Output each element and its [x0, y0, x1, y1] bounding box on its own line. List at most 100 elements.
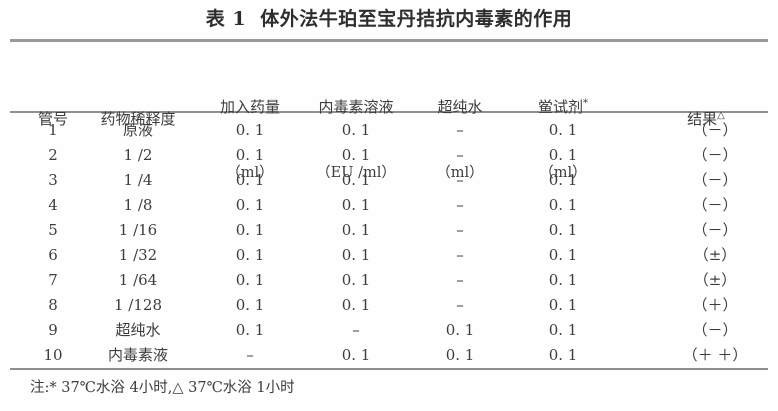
cell-result: （－）	[692, 196, 738, 214]
cell-dose: 0. 1	[235, 196, 265, 214]
cell-water: –	[456, 121, 464, 139]
cell-endotoxin: 0. 1	[341, 221, 371, 239]
cell-dose: 0. 1	[235, 246, 265, 264]
cell-result: （＋）	[692, 296, 738, 314]
table-footnote: 注:* 37℃水浴 4小时,△ 37℃水浴 1小时	[30, 380, 295, 396]
cell-dose: 0. 1	[235, 146, 265, 164]
cell-dilution: 1 /4	[123, 171, 153, 189]
column-header-tube-number-line1: 管号	[37, 110, 68, 128]
table-rule-bottom	[10, 368, 768, 370]
cell-lal: 0. 1	[548, 146, 578, 164]
table-body: 1 原液 0. 1 0. 1 – 0. 1 （－） 2 1 /2 0. 1 0. 1 – 0. 1 （－）…	[0, 118, 778, 368]
cell-endotoxin: 0. 1	[341, 271, 371, 289]
table-row: 10 内毒素液 – 0. 1 0. 1 0. 1 （＋ ＋）	[0, 343, 778, 368]
column-header-ultrapure-water: 超纯水 （ml）	[406, 52, 514, 228]
cell-dilution: 1 /64	[118, 271, 158, 289]
cell-water: –	[456, 146, 464, 164]
cell-result: （－）	[692, 121, 738, 139]
cell-endotoxin: 0. 1	[341, 296, 371, 314]
cell-dilution: 1 /128	[114, 296, 162, 314]
column-header-result-line1: 结果△	[652, 108, 760, 130]
table-title: 表 1 体外法牛珀至宝丹拮抗内毒素的作用	[205, 8, 573, 30]
table-row: 4 1 /8 0. 1 0. 1 – 0. 1 （－）	[0, 193, 778, 218]
cell-dose: 0. 1	[235, 271, 265, 289]
cell-dose: 0. 1	[235, 121, 265, 139]
table-row: 7 1 /64 0. 1 0. 1 – 0. 1 （±）	[0, 268, 778, 293]
cell-dose: 0. 1	[235, 221, 265, 239]
column-header-result: 结果△	[652, 64, 760, 174]
table-row: 2 1 /2 0. 1 0. 1 – 0. 1 （－）	[0, 143, 778, 168]
cell-tube: 6	[48, 246, 58, 264]
cell-result: （－）	[692, 146, 738, 164]
cell-dose: 0. 1	[235, 171, 265, 189]
cell-dose: 0. 1	[235, 321, 265, 339]
table-row: 3 1 /4 0. 1 0. 1 – 0. 1 （－）	[0, 168, 778, 193]
cell-result: （±）	[693, 246, 737, 264]
cell-dilution: 内毒素液	[107, 346, 168, 364]
cell-dilution: 1 /16	[118, 221, 158, 239]
column-header-result-text: 结果	[687, 110, 718, 128]
cell-tube: 7	[48, 271, 58, 289]
table-row: 5 1 /16 0. 1 0. 1 – 0. 1 （－）	[0, 218, 778, 243]
cell-endotoxin: 0. 1	[341, 171, 371, 189]
cell-endotoxin: –	[352, 321, 360, 339]
cell-tube: 8	[48, 296, 58, 314]
cell-endotoxin: 0. 1	[341, 146, 371, 164]
cell-dilution: 1 /2	[123, 146, 153, 164]
column-header-dose: 加入药量 （ml）	[196, 52, 304, 228]
cell-tube: 10	[43, 346, 63, 364]
cell-water: 0. 1	[445, 321, 475, 339]
column-header-ultrapure-water-unit: （ml）	[436, 165, 484, 181]
column-header-tube-number: 管号	[13, 64, 93, 174]
cell-endotoxin: 0. 1	[341, 246, 371, 264]
cell-tube: 9	[48, 321, 58, 339]
cell-result: （－）	[692, 171, 738, 189]
cell-lal: 0. 1	[548, 246, 578, 264]
cell-dilution: 1 /8	[123, 196, 153, 214]
column-header-endotoxin-line1: 内毒素溶液	[318, 98, 394, 116]
table-rule-top	[10, 39, 768, 42]
cell-dose: 0. 1	[235, 296, 265, 314]
cell-dilution: 1 /32	[118, 246, 158, 264]
column-header-lal-reagent: 鲎试剂* （ml）	[508, 52, 618, 228]
column-header-ultrapure-water-line1: 超纯水	[437, 98, 483, 116]
cell-dose: –	[246, 346, 254, 364]
table-header-row: 管号 药物稀释度 加入药量 （ml） 内毒素溶液 （EU /ml） 超纯水 （m…	[0, 48, 778, 181]
cell-tube: 3	[48, 171, 58, 189]
cell-lal: 0. 1	[548, 121, 578, 139]
cell-endotoxin: 0. 1	[341, 121, 371, 139]
table-row: 8 1 /128 0. 1 0. 1 – 0. 1 （＋）	[0, 293, 778, 318]
cell-water: –	[456, 271, 464, 289]
cell-water: –	[456, 221, 464, 239]
cell-result: （－）	[692, 321, 738, 339]
column-header-dilution-line1: 药物稀释度	[100, 110, 176, 128]
cell-lal: 0. 1	[548, 346, 578, 364]
cell-water: –	[456, 296, 464, 314]
cell-water: –	[456, 171, 464, 189]
column-header-lal-reagent-text: 鲎试剂	[537, 98, 583, 116]
cell-endotoxin: 0. 1	[341, 346, 371, 364]
column-header-lal-reagent-line1: 鲎试剂*	[508, 96, 618, 118]
column-header-dose-unit: （ml）	[226, 165, 274, 181]
table-row: 9 超纯水 0. 1 – 0. 1 0. 1 （－）	[0, 318, 778, 343]
cell-lal: 0. 1	[548, 196, 578, 214]
cell-lal: 0. 1	[548, 221, 578, 239]
footnote-marker-asterisk: *	[583, 98, 588, 109]
cell-lal: 0. 1	[548, 321, 578, 339]
cell-tube: 1	[48, 121, 58, 139]
cell-dilution: 原液	[122, 121, 153, 139]
cell-result: （－）	[692, 221, 738, 239]
column-header-dose-line1: 加入药量	[219, 98, 280, 116]
cell-endotoxin: 0. 1	[341, 196, 371, 214]
column-header-dilution: 药物稀释度	[86, 64, 190, 174]
cell-tube: 4	[48, 196, 58, 214]
cell-lal: 0. 1	[548, 271, 578, 289]
cell-tube: 5	[48, 221, 58, 239]
cell-result: （＋ ＋）	[682, 346, 748, 364]
cell-tube: 2	[48, 146, 58, 164]
column-header-endotoxin-unit: （EU /ml）	[316, 165, 396, 181]
cell-water: 0. 1	[445, 346, 475, 364]
cell-lal: 0. 1	[548, 296, 578, 314]
column-header-lal-reagent-unit: （ml）	[539, 165, 587, 181]
